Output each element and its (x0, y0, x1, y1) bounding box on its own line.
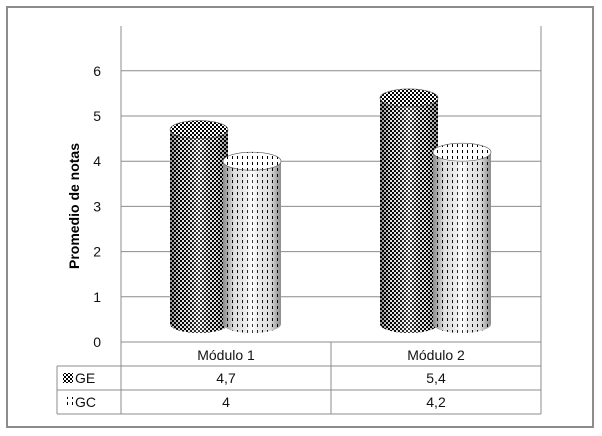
y-tick-label: 5 (93, 108, 101, 124)
bar-shading (170, 129, 228, 333)
y-axis-ticks: 0 1 2 3 4 5 6 (93, 63, 101, 350)
y-tick-label: 4 (93, 153, 101, 169)
bar-shading (223, 161, 281, 333)
bar-top (222, 151, 282, 171)
bar-top (169, 120, 229, 139)
y-tick-label: 3 (93, 198, 101, 214)
legend-key-gc (63, 397, 73, 407)
bar-ge-1 (169, 120, 229, 333)
chart-frame (6, 6, 594, 428)
bar-top (432, 142, 492, 162)
data-label: 4,2 (426, 394, 446, 410)
bar-shading (433, 152, 491, 333)
y-tick-label: 2 (93, 244, 101, 260)
bar-gc-1 (222, 151, 282, 333)
data-label: 5,4 (426, 370, 446, 386)
bar-ge-2 (379, 88, 439, 333)
x-tick-label: Módulo 1 (197, 347, 255, 363)
y-tick-label: 6 (93, 63, 101, 79)
bar-gc-2 (432, 142, 492, 333)
data-table: Módulo 1 Módulo 2 GE 4,7 5,4 GC 4 4,2 (56, 341, 542, 415)
y-tick-label: 0 (93, 334, 101, 350)
data-label: 4 (222, 394, 230, 410)
bar-top (379, 88, 439, 108)
y-tick-label: 1 (93, 289, 101, 305)
data-label: 4,7 (216, 370, 236, 386)
bars (169, 88, 492, 333)
legend-label: GC (75, 394, 96, 410)
x-tick-label: Módulo 2 (407, 347, 465, 363)
legend-label: GE (75, 370, 95, 386)
legend-key-ge (63, 373, 73, 383)
bar-shading (380, 97, 438, 333)
y-axis-label: Promedio de notas (66, 143, 82, 269)
